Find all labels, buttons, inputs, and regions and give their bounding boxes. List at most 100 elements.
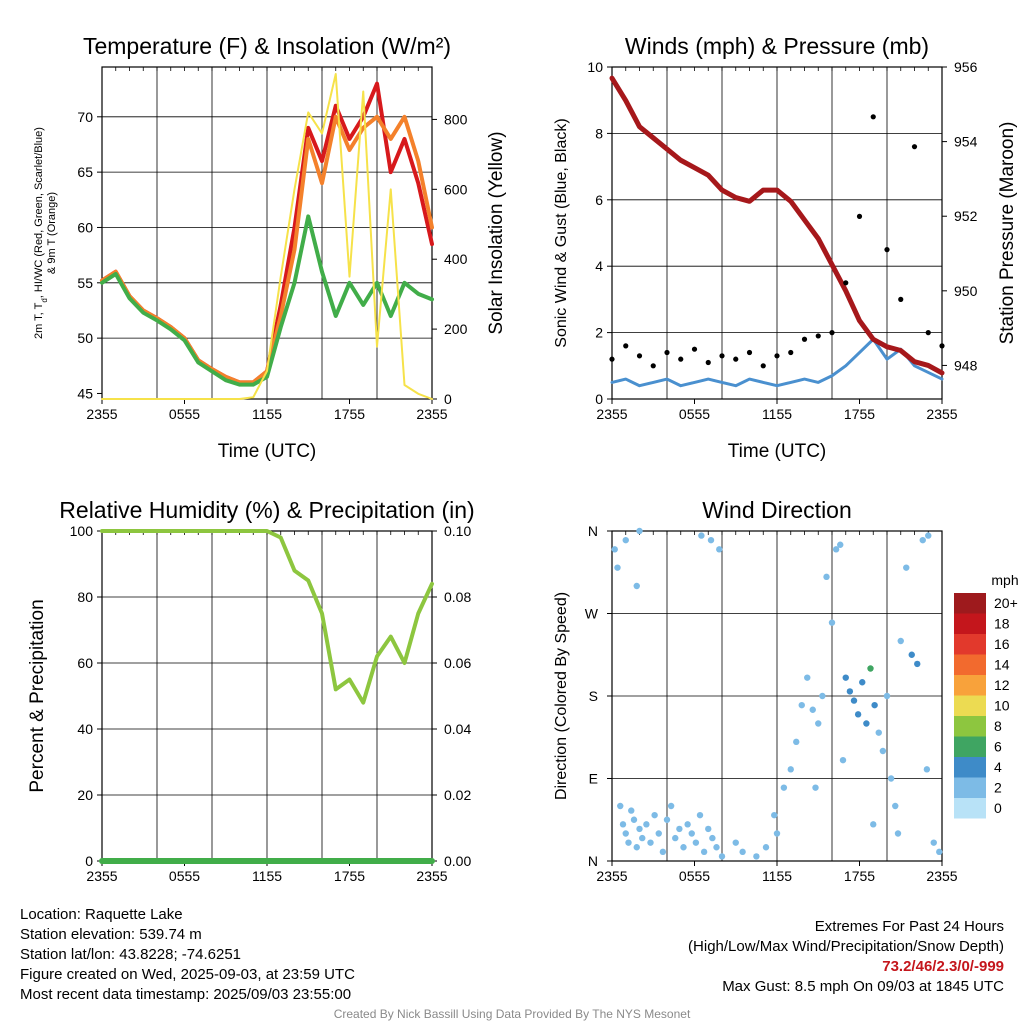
x-tick-label: 1155 — [252, 868, 282, 884]
colorbar-label: 10 — [994, 698, 1010, 714]
colorbar-swatch — [954, 798, 986, 819]
winds-pressure-chart: 2355 0555 1155 1755 235502468109489509529549… — [553, 33, 1018, 462]
direction-point — [914, 660, 921, 668]
colorbar-swatch — [954, 613, 986, 634]
direction-point — [692, 839, 700, 846]
colorbar-swatch — [954, 634, 986, 655]
y-tick-label: 0 — [595, 391, 603, 407]
series-solar-insolation — [101, 72, 433, 400]
y-axis-label-line2: & 9m T (Orange) — [46, 192, 58, 274]
direction-point — [897, 637, 904, 645]
direction-point — [837, 541, 844, 548]
station-location: Location: Raquette Lake — [20, 906, 183, 923]
chart-title: Temperature (F) & Insolation (W/m²) — [83, 33, 451, 59]
y2-tick-label: 0.10 — [444, 523, 471, 539]
series-relative-humidity — [100, 529, 434, 705]
colorbar-label: 18 — [994, 616, 1010, 632]
y-axis-label: Direction (Colored By Speed) — [553, 592, 570, 800]
direction-point — [709, 834, 716, 842]
y-tick-label: 40 — [77, 721, 93, 737]
direction-point — [936, 848, 943, 856]
x-tick-label: 1755 — [334, 406, 365, 422]
chart-title: Winds (mph) & Pressure (mb) — [625, 33, 929, 59]
colorbar-swatch — [954, 736, 986, 757]
y-tick-label: N — [588, 523, 598, 539]
figure-created: Figure created on Wed, 2025-09-03, at 23… — [20, 966, 355, 983]
gust-point — [733, 356, 739, 362]
y2-tick-label: 954 — [954, 134, 978, 150]
colorbar-label: 0 — [994, 800, 1002, 816]
y-tick-label: S — [589, 688, 598, 704]
direction-point — [870, 821, 877, 828]
direction-point — [887, 775, 895, 782]
direction-point — [647, 839, 654, 846]
colorbar-title: mph — [991, 572, 1018, 588]
x-tick-label: 0555 — [169, 406, 200, 422]
y-tick-label: 100 — [70, 523, 94, 539]
gust-point — [623, 343, 629, 349]
y-tick-label: 65 — [77, 164, 93, 180]
direction-point — [762, 844, 770, 851]
direction-point — [732, 839, 739, 846]
colorbar-swatch — [954, 593, 986, 614]
credit-line: Created By Nick Bassill Using Data Provi… — [333, 1007, 691, 1021]
colorbar-swatch — [954, 777, 986, 798]
direction-point — [698, 532, 705, 539]
direction-point — [611, 546, 618, 553]
series-td — [100, 214, 434, 387]
direction-point — [636, 527, 643, 535]
gust-point — [801, 336, 808, 342]
direction-point — [793, 738, 800, 746]
y2-tick-label: 0.00 — [444, 853, 471, 869]
gust-point — [788, 349, 794, 356]
direction-point — [930, 839, 937, 846]
gust-point — [636, 353, 643, 359]
direction-point — [700, 848, 708, 856]
x-tick-label: 0555 — [169, 868, 200, 884]
y2-tick-label: 948 — [954, 357, 978, 373]
series-station-pressure — [609, 75, 945, 376]
direction-point — [651, 811, 658, 819]
y2-tick-label: 600 — [444, 181, 468, 197]
direction-point — [707, 536, 715, 544]
direction-point — [804, 674, 811, 681]
direction-point — [718, 853, 726, 860]
x-tick-label: 2355 — [86, 406, 117, 422]
y-tick-label: 50 — [77, 330, 93, 346]
y2-tick-label: 200 — [444, 321, 468, 337]
direction-point — [614, 564, 621, 571]
x-tick-label: 1155 — [762, 868, 792, 884]
direction-point — [923, 766, 931, 773]
gust-point — [609, 356, 615, 362]
direction-point — [883, 692, 891, 700]
x-tick-label: 1755 — [844, 868, 875, 884]
temperature-insolation-chart: 2355 0555 1155 1755 2355 45 50 55 60 65 70 0 200 400 6… — [33, 33, 507, 462]
direction-point — [798, 701, 805, 709]
x-axis-label: Time (UTC) — [728, 441, 827, 462]
direction-point — [867, 665, 874, 672]
gust-point — [843, 280, 849, 286]
x-axis-label: Time (UTC) — [218, 441, 317, 462]
y2-tick-label: 800 — [444, 111, 468, 127]
x-tick-label: 2355 — [596, 868, 627, 884]
gust-point — [815, 333, 821, 339]
direction-point — [894, 830, 902, 837]
direction-point — [636, 825, 643, 833]
gust-point — [884, 247, 890, 253]
y2-tick-label: 956 — [954, 59, 978, 75]
gust-point — [664, 349, 670, 356]
x-tick-label: 1155 — [252, 406, 282, 422]
direction-point — [663, 816, 671, 823]
direction-point — [842, 674, 849, 681]
direction-point — [787, 766, 794, 773]
x-tick-label: 2355 — [926, 406, 957, 422]
direction-point — [680, 844, 687, 851]
direction-point — [684, 821, 691, 828]
direction-point — [633, 844, 640, 851]
y2-tick-label: 400 — [444, 251, 468, 267]
gust-point — [719, 353, 725, 359]
direction-point — [925, 532, 932, 539]
direction-point — [815, 720, 822, 727]
y-tick-label: E — [589, 771, 598, 787]
